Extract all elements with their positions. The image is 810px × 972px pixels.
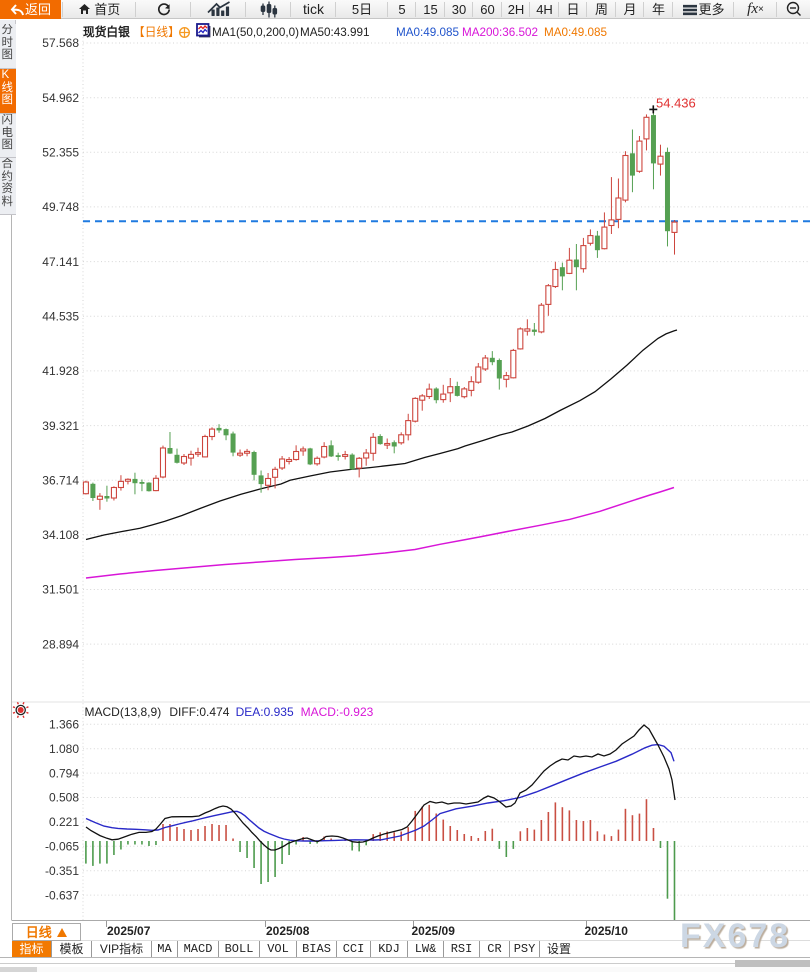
svg-text:0.221: 0.221 [49,815,79,829]
svg-text:0.508: 0.508 [49,791,79,805]
svg-text:0.794: 0.794 [49,766,79,780]
svg-text:36.714: 36.714 [42,473,79,487]
svg-text:MACD:-0.923: MACD:-0.923 [301,705,374,719]
svg-text:31.501: 31.501 [42,583,79,597]
svg-text:DIFF:0.474: DIFF:0.474 [169,705,229,719]
svg-text:41.928: 41.928 [42,364,79,378]
svg-text:44.535: 44.535 [42,309,79,323]
svg-text:DEA:0.935: DEA:0.935 [236,705,294,719]
svg-text:-0.351: -0.351 [45,864,79,878]
svg-text:57.568: 57.568 [42,36,79,50]
svg-text:49.748: 49.748 [42,200,79,214]
svg-text:1.366: 1.366 [49,718,79,732]
svg-text:54.962: 54.962 [42,91,79,105]
svg-text:54.436: 54.436 [656,96,696,111]
svg-text:-0.637: -0.637 [45,888,79,902]
svg-text:34.108: 34.108 [42,528,79,542]
svg-text:47.141: 47.141 [42,255,79,269]
svg-text:39.321: 39.321 [42,419,79,433]
svg-text:MACD(13,8,9): MACD(13,8,9) [85,705,162,719]
svg-text:-0.065: -0.065 [45,840,79,854]
svg-text:52.355: 52.355 [42,146,79,160]
svg-text:1.080: 1.080 [49,742,79,756]
svg-text:28.894: 28.894 [42,637,79,651]
